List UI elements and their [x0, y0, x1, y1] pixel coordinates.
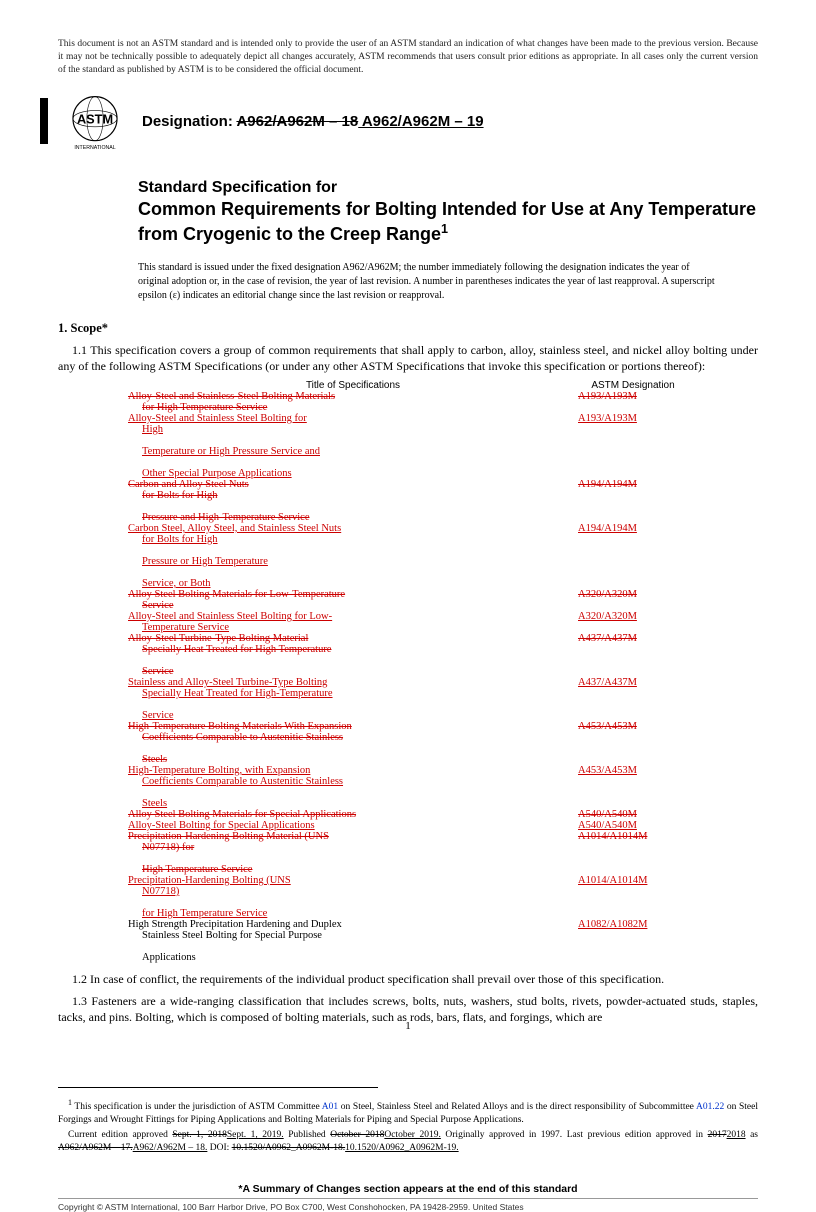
- designation-link[interactable]: A194/A194M: [578, 523, 637, 534]
- footnote-rule: [58, 1087, 378, 1092]
- designation-link[interactable]: A1082/A1082M: [578, 919, 647, 930]
- spec-table: Title of Specifications ASTM Designation…: [128, 380, 688, 963]
- designation-link[interactable]: A453/A453M: [578, 765, 637, 776]
- table-row: High-Temperature Bolting Materials With …: [128, 721, 688, 765]
- table-row: Carbon and Alloy Steel Nutsfor Bolts for…: [128, 479, 688, 523]
- table-header-title: Title of Specifications: [128, 380, 578, 391]
- designation-old: A962/A962M – 18: [236, 113, 358, 130]
- table-row: Alloy-Steel and Stainless Steel Bolting …: [128, 611, 688, 633]
- title-main: Common Requirements for Bolting Intended…: [138, 198, 758, 246]
- svg-text:INTERNATIONAL: INTERNATIONAL: [74, 145, 115, 150]
- designation-link[interactable]: A437/A437M: [578, 633, 637, 644]
- vertical-bar: [40, 98, 48, 144]
- designation-link[interactable]: A540/A540M: [578, 809, 637, 820]
- table-row: Alloy-Steel and Stainless Steel Bolting …: [128, 413, 688, 479]
- issued-note: This standard is issued under the fixed …: [138, 261, 718, 303]
- para-1-2: 1.2 In case of conflict, the requirement…: [58, 971, 758, 987]
- title-block: Standard Specification for Common Requir…: [138, 178, 758, 246]
- designation-link[interactable]: A540/A540M: [578, 820, 637, 831]
- para-1-1: 1.1 This specification covers a group of…: [58, 342, 758, 374]
- table-row: Carbon Steel, Alloy Steel, and Stainless…: [128, 523, 688, 589]
- footnotes: 1 This specification is under the jurisd…: [58, 1094, 758, 1154]
- svg-text:ASTM: ASTM: [77, 112, 113, 127]
- link-a01[interactable]: A01: [322, 1103, 338, 1113]
- table-header-designation: ASTM Designation: [578, 380, 688, 391]
- table-row: Alloy-Steel Turbine-Type Bolting Materia…: [128, 633, 688, 677]
- title-prefix: Standard Specification for: [138, 178, 758, 198]
- table-row: Alloy Steel Bolting Materials for Low-Te…: [128, 589, 688, 611]
- footnote-1: 1 This specification is under the jurisd…: [58, 1098, 758, 1127]
- designation-link[interactable]: A320/A320M: [578, 589, 637, 600]
- astm-logo: ASTM INTERNATIONAL: [66, 92, 124, 150]
- designation-link[interactable]: A194/A194M: [578, 479, 637, 490]
- header-row: ASTM INTERNATIONAL Designation: A962/A96…: [58, 92, 758, 150]
- designation-link[interactable]: A1014/A1014M: [578, 831, 647, 842]
- table-row: Alloy-Steel Bolting for Special Applicat…: [128, 820, 688, 831]
- designation-new: A962/A962M – 19: [358, 113, 483, 130]
- scope-heading: 1. Scope*: [58, 321, 758, 336]
- link-a0122[interactable]: A01.22: [696, 1103, 724, 1113]
- disclaimer-text: This document is not an ASTM standard an…: [58, 38, 758, 76]
- table-row: High Strength Precipitation Hardening an…: [128, 919, 688, 963]
- table-row: Precipitation-Hardening Bolting Material…: [128, 831, 688, 875]
- table-row: High-Temperature Bolting, with Expansion…: [128, 765, 688, 809]
- table-row: Alloy-Steel and Stainless-Steel Bolting …: [128, 391, 688, 413]
- summary-changes-line: *A Summary of Changes section appears at…: [58, 1183, 758, 1195]
- designation-link[interactable]: A437/A437M: [578, 677, 637, 688]
- page-number: 1: [0, 1020, 816, 1032]
- designation-line: Designation: A962/A962M – 18 A962/A962M …: [142, 113, 484, 130]
- designation-label: Designation:: [142, 113, 236, 130]
- table-row: Alloy Steel Bolting Materials for Specia…: [128, 809, 688, 820]
- designation-link[interactable]: A1014/A1014M: [578, 875, 647, 886]
- table-row: Stainless and Alloy-Steel Turbine-Type B…: [128, 677, 688, 721]
- designation-link[interactable]: A320/A320M: [578, 611, 637, 622]
- designation-link[interactable]: A193/A193M: [578, 413, 637, 424]
- footnote-2: Current edition approved Sept. 1, 2018Se…: [58, 1129, 758, 1155]
- designation-link[interactable]: A453/A453M: [578, 721, 637, 732]
- designation-link[interactable]: A193/A193M: [578, 391, 637, 402]
- copyright-line: Copyright © ASTM International, 100 Barr…: [58, 1198, 758, 1212]
- table-row: Precipitation-Hardening Bolting (UNSN077…: [128, 875, 688, 919]
